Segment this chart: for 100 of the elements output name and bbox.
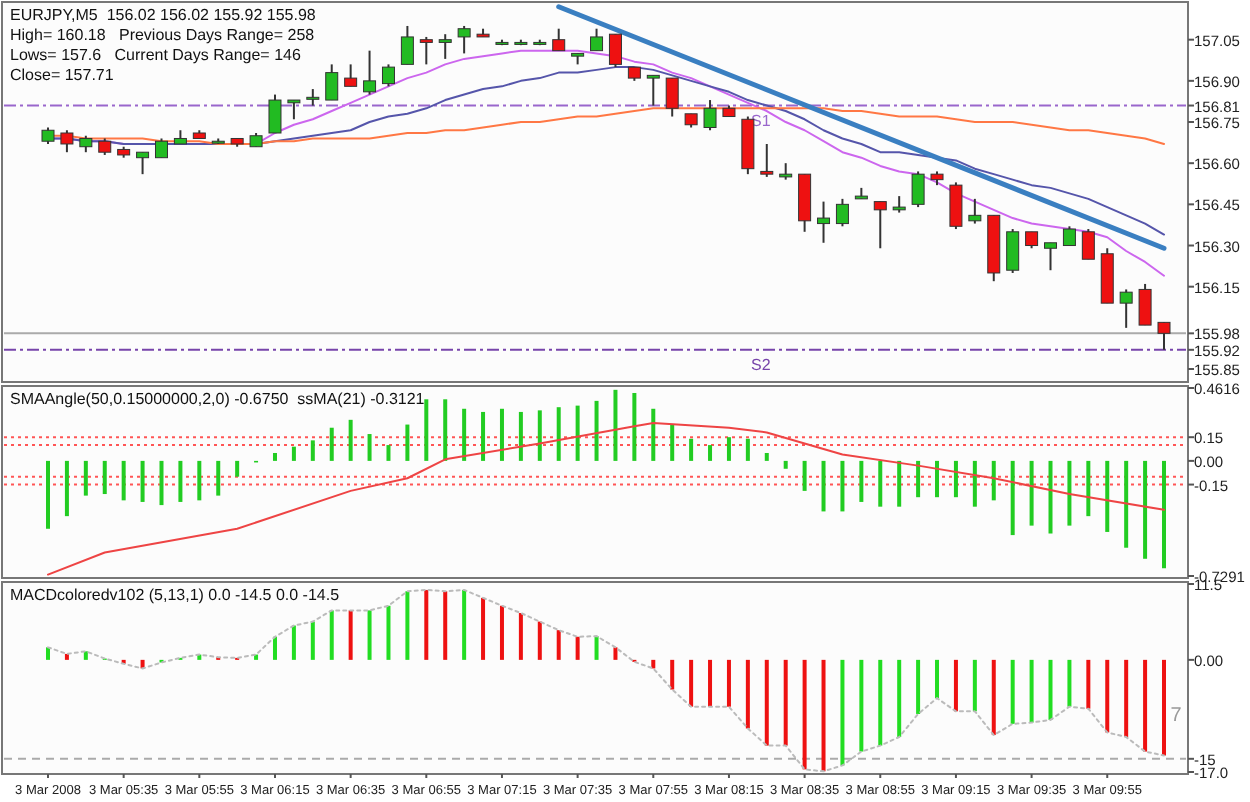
bar [46, 460, 50, 529]
chart-title: MACDcoloredv102 (5,13,1) 0.0 -14.5 0.0 -14.5 [10, 586, 341, 604]
candlestick [552, 27, 566, 52]
bar [272, 452, 277, 461]
bar [83, 460, 88, 496]
bar [46, 647, 50, 660]
bar [64, 653, 69, 660]
bar [556, 630, 561, 660]
bar [1067, 460, 1072, 526]
bar [1029, 659, 1034, 723]
candlestick [1062, 225, 1076, 247]
bar [499, 605, 504, 660]
bar [499, 408, 504, 461]
candlestick [136, 151, 150, 176]
candlestick [1138, 282, 1152, 327]
bar [575, 636, 580, 660]
bar [689, 438, 694, 461]
candlestick [911, 170, 925, 209]
candlestick [873, 200, 887, 250]
bar [613, 647, 618, 660]
bar [897, 659, 902, 738]
bar [953, 460, 958, 498]
bar [1124, 460, 1129, 548]
bar [840, 659, 845, 766]
bar [405, 591, 410, 660]
bar [1067, 659, 1072, 707]
bar [840, 460, 845, 512]
bar [859, 460, 864, 502]
bar [613, 389, 618, 461]
candlestick [760, 142, 774, 178]
bar [481, 597, 486, 660]
bar [1162, 659, 1166, 756]
bar [556, 407, 561, 461]
bar [821, 460, 826, 512]
bar [991, 460, 996, 501]
candlestick [590, 27, 604, 52]
bar [1143, 659, 1148, 752]
bar [972, 460, 977, 507]
bar [462, 408, 467, 461]
bar [802, 659, 807, 770]
bar [310, 440, 315, 461]
candlestick [817, 200, 831, 244]
candlestick [949, 181, 963, 231]
candlestick [154, 137, 168, 159]
bar [745, 659, 750, 729]
bar [443, 399, 448, 461]
bar [481, 411, 486, 461]
bar [897, 460, 902, 507]
candlestick [457, 24, 471, 55]
bar [878, 659, 883, 746]
bar [953, 659, 958, 712]
bar [367, 610, 372, 660]
bar [348, 610, 353, 660]
candlestick [835, 197, 849, 228]
bar [859, 659, 864, 752]
bar [310, 621, 315, 660]
bar [1048, 460, 1053, 534]
bar [689, 659, 694, 707]
candlestick [1119, 288, 1133, 329]
bar [537, 410, 542, 461]
bar [197, 460, 202, 501]
bar [83, 651, 88, 660]
bar [783, 659, 788, 746]
bar [424, 589, 429, 660]
bar [651, 659, 656, 669]
candlestick [419, 35, 433, 66]
bar [102, 460, 107, 495]
bar [1105, 659, 1110, 733]
candlestick [60, 129, 74, 154]
bar [291, 446, 296, 461]
bar [651, 408, 656, 461]
bar [764, 452, 769, 461]
bar [329, 427, 334, 461]
candlestick [665, 77, 679, 118]
bar [632, 392, 637, 461]
bar [745, 438, 750, 461]
bar [291, 625, 296, 660]
bar [1143, 460, 1148, 559]
bar [462, 589, 467, 660]
bar [726, 437, 731, 461]
bar [140, 460, 145, 502]
candlestick [438, 33, 452, 60]
candlestick [1157, 321, 1171, 351]
bar [821, 659, 826, 772]
bar [272, 636, 277, 660]
annotation: Close= 157.71 [10, 66, 115, 84]
candlestick [268, 93, 282, 134]
bar [764, 659, 769, 746]
bar [1124, 659, 1129, 738]
bar [670, 659, 675, 690]
candlestick [400, 24, 414, 66]
bar [386, 605, 391, 660]
bar [708, 659, 713, 707]
bar [935, 659, 940, 699]
bar [670, 424, 675, 461]
candlestick [381, 63, 395, 88]
candlestick [363, 49, 377, 96]
bar [972, 659, 977, 712]
bar [916, 659, 921, 714]
annotation: High= 160.18 Previous Days Range= 258 [10, 26, 316, 44]
